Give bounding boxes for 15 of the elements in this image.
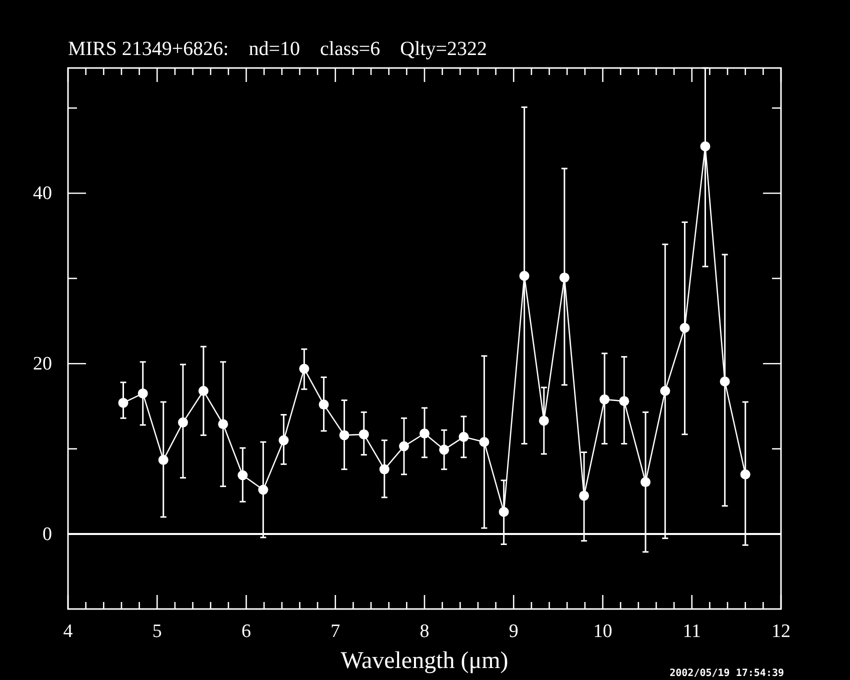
x-tick-label: 8 <box>420 621 430 642</box>
x-tick-label: 6 <box>242 621 251 642</box>
x-tick-label: 12 <box>772 621 790 642</box>
x-axis-title: Wavelength (μm) <box>340 648 508 674</box>
y-tick-label: 40 <box>33 183 52 204</box>
x-tick-label: 4 <box>63 621 74 642</box>
y-tick-label: 20 <box>33 354 52 375</box>
x-tick-label: 10 <box>593 621 612 642</box>
x-tick-label: 11 <box>682 621 702 642</box>
x-tick-label: 9 <box>508 621 518 642</box>
chart-title: MIRS 21349+6826: nd=10 class=6 Qlty=2322 <box>68 38 488 60</box>
text: 2002/05/19 17:54:39 <box>670 668 784 679</box>
x-tick-label: 7 <box>330 621 340 642</box>
y-tick-label: 0 <box>42 524 52 546</box>
x-tick-label: 5 <box>152 621 162 642</box>
